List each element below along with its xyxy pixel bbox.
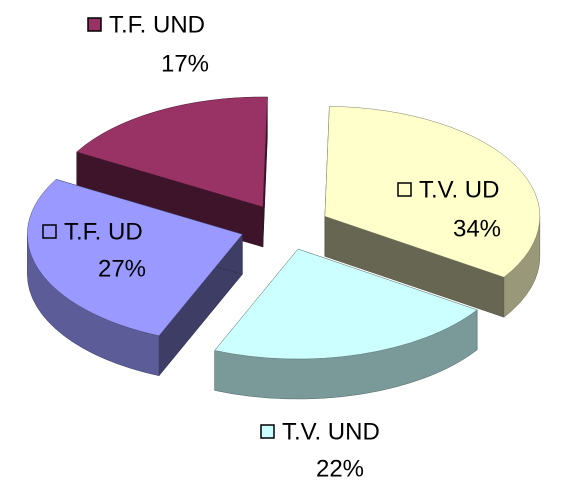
slice	[214, 248, 478, 360]
slice-value: 27%	[98, 255, 146, 282]
slice-label: T.F. UND	[109, 11, 205, 38]
slice	[324, 106, 541, 278]
legend-swatch	[397, 182, 412, 197]
slice	[27, 179, 243, 337]
slice-value: 17%	[161, 50, 209, 77]
slice	[76, 96, 268, 208]
slice-label: T.V. UD	[419, 176, 499, 203]
legend-swatch	[260, 424, 275, 439]
slice-label: T.F. UD	[64, 218, 143, 245]
legend-swatch	[87, 17, 102, 32]
legend-swatch	[42, 224, 57, 239]
slice-value: 22%	[316, 455, 364, 482]
slice-value: 34%	[453, 215, 501, 242]
slice-label: T.V. UND	[282, 418, 380, 445]
